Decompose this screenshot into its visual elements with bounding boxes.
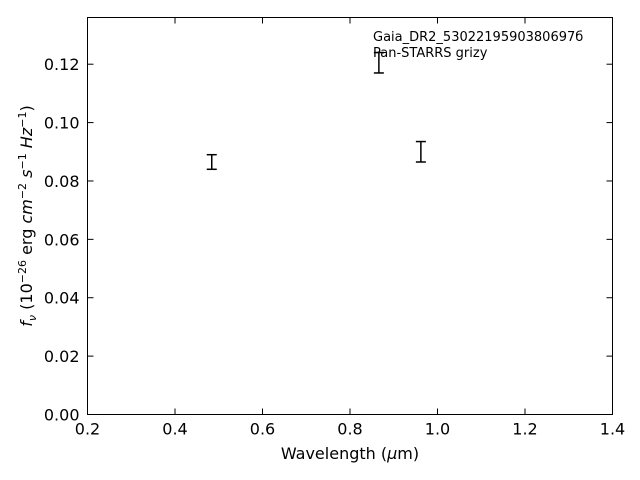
data-points [206,51,426,171]
y-tick-label: 0.08 [44,172,80,191]
plot-frame [87,17,613,415]
y-tick-label: 0.06 [44,230,80,249]
y-tick-label: 0.04 [44,289,80,308]
error-bar-point [415,140,426,163]
y-axis-ticks: 0.00 0.02 0.04 0.06 0.08 0.10 0.12 [44,55,613,425]
error-bar-point [373,51,384,74]
x-tick-label: 0.8 [337,420,362,439]
annotation-survey: Pan-STARRS grizy [373,46,488,61]
x-axis-ticks: 0.2 0.4 0.6 0.8 1.0 1.2 1.4 [75,17,625,439]
x-axis-label: Wavelength (μm) [281,444,419,463]
y-tick-label: 0.12 [44,55,80,74]
annotation-object-id: Gaia_DR2_5302219590380697б [373,30,583,45]
y-tick-label: 0.00 [44,406,80,425]
y-axis-label: fν (10−26 erg cm−2 s−1 Hz−1) [16,105,39,326]
error-bar-point [206,153,217,171]
x-tick-label: 0.6 [250,420,275,439]
y-tick-label: 0.02 [44,347,80,366]
x-tick-label: 0.4 [162,420,187,439]
x-tick-label: 1.2 [512,420,537,439]
x-tick-label: 0.2 [75,420,100,439]
x-tick-label: 1.4 [600,420,625,439]
y-tick-label: 0.10 [44,114,80,133]
x-tick-label: 1.0 [425,420,450,439]
